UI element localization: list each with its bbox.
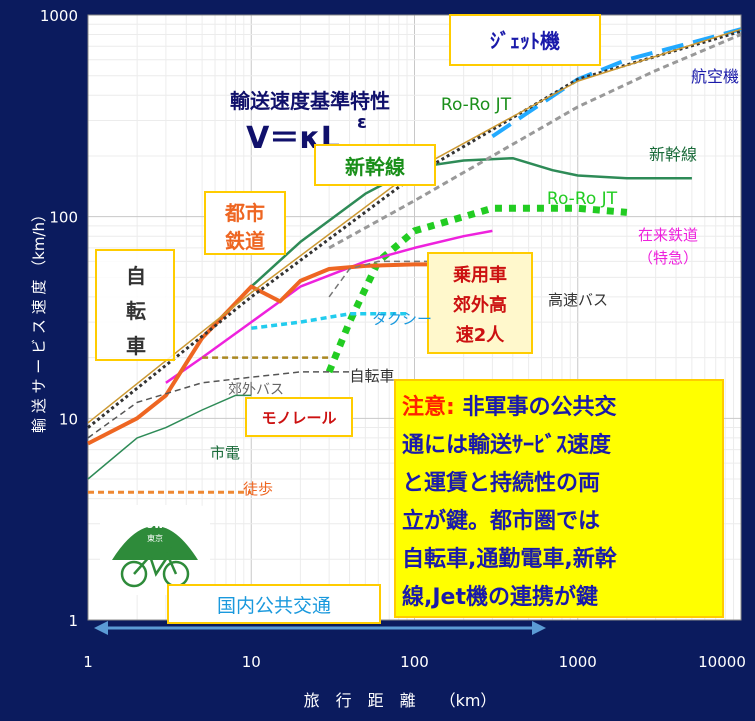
svg-text:東京: 東京 — [147, 533, 163, 543]
note-text: 注意: 非軍事の公共交 通には輸送ｻｰﾋﾞｽ速度 と運賃と持続性の両 立が鍵。都… — [402, 394, 624, 610]
formula-title: 輸送速度基準特性 — [230, 89, 390, 113]
tram-label: 市電 — [210, 444, 240, 462]
series-layer — [87, 27, 742, 494]
note-line-4: 自転車,通勤電車,新幹 — [402, 546, 618, 572]
car-label-3: 速2人 — [456, 324, 506, 346]
y-tick-label: 1000 — [40, 7, 78, 25]
domestic-box — [167, 584, 381, 624]
walk-label: 徒歩 — [243, 480, 273, 498]
series-line-6 — [251, 312, 407, 330]
note-line-3: 立が鍵。都市圏では — [402, 508, 600, 534]
note-line-5: 線,Jet機の連携が鍵 — [402, 584, 598, 610]
bicycle-box-label-2: 転 — [126, 299, 146, 323]
zairai-label-1: 在来鉄道 — [638, 226, 698, 244]
roro-label-upper: Ro-Ro JT — [441, 95, 512, 115]
bicycle-box-label-1: 自 — [126, 264, 146, 288]
jet-label: ｼﾞｪｯﾄ機 — [490, 29, 560, 53]
shinkansen-label: 新幹線 — [649, 145, 697, 164]
zairai-label-2: （特急） — [638, 249, 698, 267]
ecoway-logo: Ecoway 東京 — [100, 505, 210, 595]
highway-bus-label: 高速バス — [548, 291, 608, 309]
x-tick-label: 1000 — [559, 653, 597, 671]
y-tick-label: 1 — [68, 612, 78, 630]
tick-labels: 1 10 100 1000 10000 1 10 100 1000 — [40, 7, 746, 671]
x-tick-label: 100 — [400, 653, 429, 671]
range-arrow — [94, 621, 546, 635]
x-axis-label: 旅 行 距 離 （km） — [304, 691, 497, 710]
car-label-2: 郊外高 — [453, 294, 507, 316]
plot-frame — [87, 14, 742, 621]
series-line-2 — [325, 204, 628, 374]
bicycle-box — [95, 249, 175, 361]
domestic-label: 国内公共交通 — [217, 595, 331, 617]
series-line-7 — [87, 371, 350, 439]
urban-rail-label-1: 都市 — [224, 201, 265, 225]
car-box — [427, 252, 533, 354]
urban-rail-box — [204, 191, 286, 255]
note-line-0: 非軍事の公共交 — [455, 394, 617, 420]
shinkansen-box — [314, 144, 436, 186]
car-label-1: 乗用車 — [453, 264, 507, 286]
shinkansen-box-label: 新幹線 — [345, 155, 405, 179]
svg-text:Ecoway: Ecoway — [132, 518, 178, 531]
x-tick-label: 10000 — [698, 653, 746, 671]
series-line-4 — [87, 259, 529, 446]
x-tick-label: 10 — [242, 653, 261, 671]
jet-box — [449, 14, 601, 66]
y-axis-label: 輸 送 サ ー ビ ス 速 度 （km/h） — [30, 207, 48, 433]
series-line-12 — [328, 33, 742, 250]
monorail-box — [245, 397, 353, 437]
plane-label: 航空機 — [691, 67, 739, 86]
taxi-label: タクシー — [372, 310, 432, 328]
series-line-11 — [87, 29, 742, 429]
roro-label-lower: Ro-Ro JT — [547, 189, 618, 209]
note-line-1: 通には輸送ｻｰﾋﾞｽ速度 — [402, 432, 612, 458]
x-tick-label: 1 — [83, 653, 93, 671]
bicycle-label: 自転車 — [349, 367, 394, 385]
note-line-2: と運賃と持続性の両 — [402, 470, 600, 496]
formula-exponent: ε — [357, 112, 367, 133]
urban-rail-label-2: 鉄道 — [225, 229, 265, 253]
y-tick-label: 10 — [59, 410, 78, 428]
bicycle-box-label-3: 車 — [126, 334, 146, 358]
note-box — [394, 379, 724, 618]
y-tick-label: 100 — [49, 209, 78, 227]
suburban-bus-label: 郊外バス — [228, 381, 284, 398]
note-label: 注意: — [402, 394, 455, 420]
series-line-0 — [491, 27, 742, 139]
series-line-9 — [87, 394, 252, 480]
monorail-label: モノレール — [261, 409, 336, 427]
series-line-3 — [165, 229, 493, 384]
